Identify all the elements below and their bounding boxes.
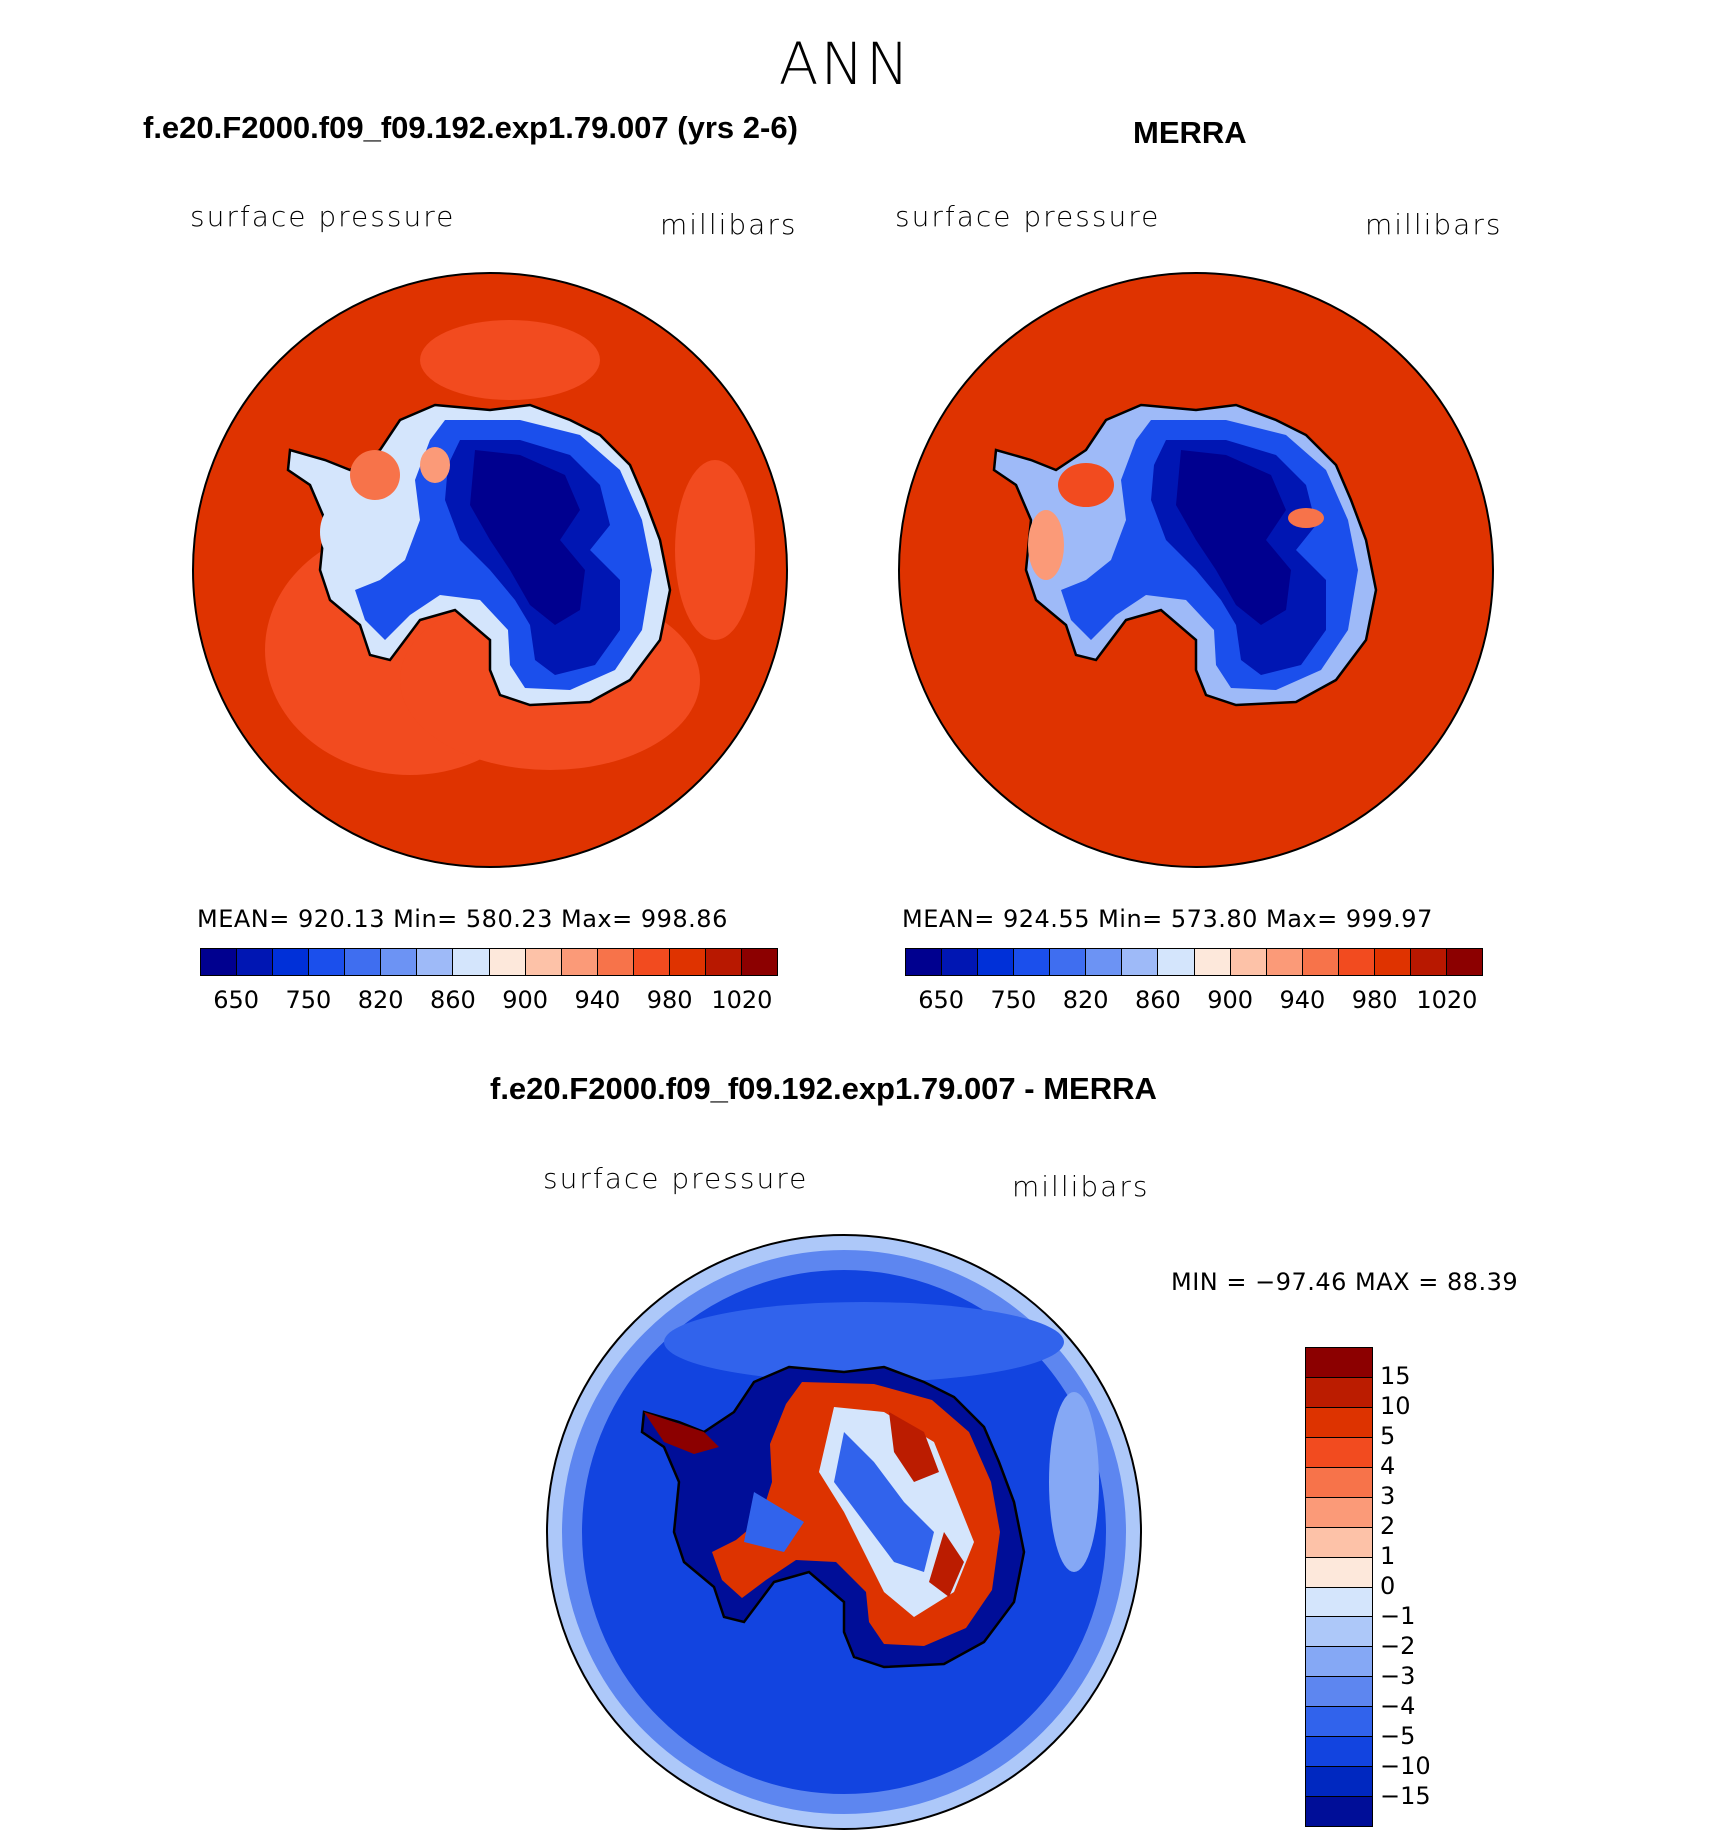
colorbar-tick-label: −5 xyxy=(1380,1722,1416,1750)
right-map xyxy=(898,272,1494,868)
colorbar-swatch xyxy=(1306,1437,1372,1468)
colorbar-swatch xyxy=(1306,1557,1372,1588)
colorbar-swatch xyxy=(1306,1527,1372,1558)
colorbar-swatch xyxy=(633,949,670,975)
colorbar-swatch xyxy=(1306,1797,1372,1826)
colorbar-swatch xyxy=(1306,1647,1372,1678)
colorbar-swatch xyxy=(1410,949,1447,975)
colorbar-swatch xyxy=(237,949,274,975)
left-variable-label: surface pressure xyxy=(190,200,456,233)
colorbar-swatch xyxy=(1158,949,1195,975)
colorbar-tick-label: 1 xyxy=(1380,1542,1396,1570)
colorbar-swatch xyxy=(1302,949,1339,975)
colorbar-swatch xyxy=(381,949,418,975)
colorbar-swatch xyxy=(273,949,310,975)
right-panel-title: MERRA xyxy=(1133,115,1247,150)
diff-variable-label: surface pressure xyxy=(543,1162,809,1195)
diff-colorbar xyxy=(1305,1347,1373,1827)
left-panel-title: f.e20.F2000.f09_f09.192.exp1.79.007 (yrs… xyxy=(143,110,798,145)
diff-panel-title: f.e20.F2000.f09_f09.192.exp1.79.007 - ME… xyxy=(490,1071,1157,1106)
colorbar-swatch xyxy=(1306,1677,1372,1708)
colorbar-tick-label: 1020 xyxy=(1416,986,1478,1014)
colorbar-swatch xyxy=(345,949,382,975)
right-units-label: millibars xyxy=(1365,208,1503,241)
colorbar-swatch xyxy=(669,949,706,975)
colorbar-tick-label: 860 xyxy=(1134,986,1181,1014)
colorbar-swatch xyxy=(705,949,742,975)
colorbar-tick-label: 2 xyxy=(1380,1512,1396,1540)
colorbar-swatch xyxy=(1306,1617,1372,1648)
colorbar-tick-label: 940 xyxy=(574,986,621,1014)
colorbar-swatch xyxy=(1306,1348,1372,1378)
colorbar-swatch xyxy=(1306,1407,1372,1438)
colorbar-tick-label: 650 xyxy=(213,986,260,1014)
colorbar-swatch xyxy=(1306,1377,1372,1408)
colorbar-tick-label: 820 xyxy=(357,986,404,1014)
colorbar-swatch xyxy=(201,949,238,975)
colorbar-tick-label: 900 xyxy=(502,986,549,1014)
left-map xyxy=(192,272,788,868)
colorbar-swatch xyxy=(1086,949,1123,975)
left-stats: MEAN= 920.13 Min= 580.23 Max= 998.86 xyxy=(197,905,728,933)
colorbar-tick-label: 1020 xyxy=(711,986,773,1014)
colorbar-swatch xyxy=(1338,949,1375,975)
colorbar-tick-label: 0 xyxy=(1380,1572,1396,1600)
colorbar-swatch xyxy=(1266,949,1303,975)
colorbar-swatch xyxy=(1306,1587,1372,1618)
colorbar-swatch xyxy=(525,949,562,975)
colorbar-tick-label: −2 xyxy=(1380,1632,1416,1660)
colorbar-tick-label: 10 xyxy=(1380,1392,1411,1420)
colorbar-swatch xyxy=(1122,949,1159,975)
colorbar-tick-label: 15 xyxy=(1380,1362,1411,1390)
colorbar-tick-label: 860 xyxy=(429,986,476,1014)
colorbar-swatch xyxy=(1446,949,1482,975)
colorbar-swatch xyxy=(1306,1707,1372,1738)
colorbar-swatch xyxy=(1306,1467,1372,1498)
right-stats: MEAN= 924.55 Min= 573.80 Max= 999.97 xyxy=(902,905,1433,933)
colorbar-swatch xyxy=(741,949,777,975)
colorbar-tick-label: −10 xyxy=(1380,1752,1431,1780)
colorbar-swatch xyxy=(1194,949,1231,975)
colorbar-tick-label: 900 xyxy=(1207,986,1254,1014)
colorbar-tick-label: 650 xyxy=(918,986,965,1014)
season-title: ANN xyxy=(778,30,912,98)
colorbar-tick-label: 980 xyxy=(1351,986,1398,1014)
left-colorbar xyxy=(200,948,778,976)
colorbar-swatch xyxy=(906,949,943,975)
left-units-label: millibars xyxy=(660,208,798,241)
colorbar-swatch xyxy=(597,949,634,975)
colorbar-tick-label: 3 xyxy=(1380,1482,1396,1510)
colorbar-tick-label: 5 xyxy=(1380,1422,1396,1450)
colorbar-tick-label: 940 xyxy=(1279,986,1326,1014)
colorbar-swatch xyxy=(1306,1737,1372,1768)
right-colorbar xyxy=(905,948,1483,976)
colorbar-tick-label: 4 xyxy=(1380,1452,1396,1480)
colorbar-tick-label: −15 xyxy=(1380,1782,1431,1810)
colorbar-swatch xyxy=(1050,949,1087,975)
right-variable-label: surface pressure xyxy=(895,200,1161,233)
colorbar-swatch xyxy=(561,949,598,975)
colorbar-swatch xyxy=(1374,949,1411,975)
colorbar-swatch xyxy=(1230,949,1267,975)
colorbar-swatch xyxy=(1306,1767,1372,1798)
colorbar-tick-label: 820 xyxy=(1062,986,1109,1014)
colorbar-tick-label: 980 xyxy=(646,986,693,1014)
colorbar-swatch xyxy=(309,949,346,975)
diff-units-label: millibars xyxy=(1012,1170,1150,1203)
colorbar-tick-label: −1 xyxy=(1380,1602,1416,1630)
diff-stats: MIN = −97.46 MAX = 88.39 xyxy=(1171,1268,1519,1296)
colorbar-tick-label: −3 xyxy=(1380,1662,1416,1690)
colorbar-tick-label: 750 xyxy=(990,986,1037,1014)
colorbar-swatch xyxy=(453,949,490,975)
colorbar-swatch xyxy=(489,949,526,975)
colorbar-tick-label: −4 xyxy=(1380,1692,1416,1720)
colorbar-swatch xyxy=(417,949,454,975)
colorbar-swatch xyxy=(1014,949,1051,975)
colorbar-swatch xyxy=(978,949,1015,975)
colorbar-tick-label: 750 xyxy=(285,986,332,1014)
colorbar-swatch xyxy=(942,949,979,975)
colorbar-swatch xyxy=(1306,1497,1372,1528)
diff-map xyxy=(546,1234,1142,1830)
